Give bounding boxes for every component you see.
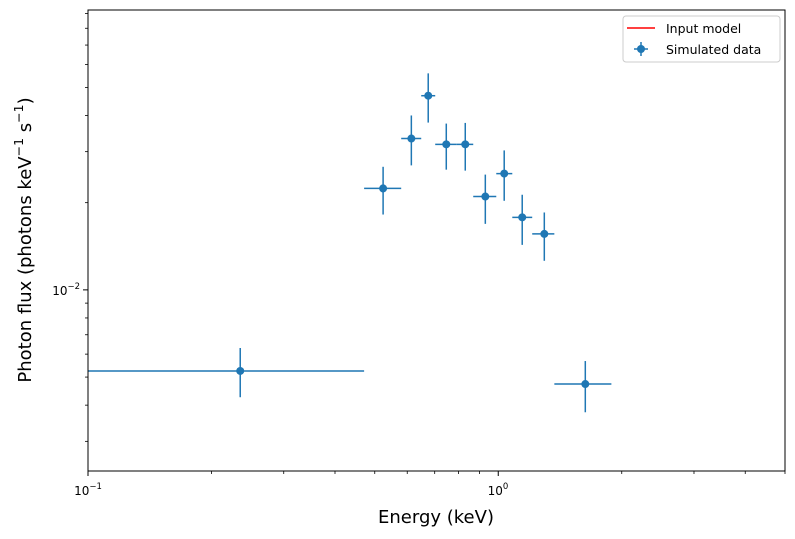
data-point-7	[496, 150, 513, 201]
data-layer	[88, 73, 612, 413]
data-marker	[540, 229, 549, 238]
data-point-3	[421, 73, 436, 123]
y-axis-label: Photon flux (photons keV−1 s−1)	[11, 97, 36, 382]
data-point-4	[435, 123, 457, 170]
y-tick-label-0: 10−2	[52, 282, 80, 298]
data-marker	[442, 140, 451, 149]
data-marker	[581, 380, 590, 389]
legend-label-simulated-data: Simulated data	[666, 42, 761, 57]
x-axis-label: Energy (keV)	[378, 507, 494, 528]
data-marker	[518, 213, 527, 222]
data-point-5	[456, 122, 474, 171]
data-point-0	[88, 348, 365, 398]
plot-area	[88, 10, 785, 471]
plot-frame	[87, 9, 786, 472]
data-marker	[407, 134, 416, 143]
data-marker	[461, 140, 470, 149]
legend-swatch-simulated-data	[634, 42, 648, 56]
data-point-8	[512, 194, 533, 245]
data-point-9	[532, 212, 555, 261]
data-point-1	[364, 166, 402, 215]
data-marker	[500, 169, 509, 178]
data-point-2	[401, 115, 422, 166]
data-marker	[379, 184, 388, 193]
legend-label-input-model: Input model	[666, 21, 741, 36]
major-ticks	[83, 289, 499, 476]
data-marker	[424, 91, 433, 100]
data-marker	[236, 366, 245, 375]
x-tick-label-1: 100	[488, 482, 509, 498]
data-point-10	[554, 361, 612, 413]
x-tick-label-0: 10−1	[74, 482, 102, 498]
legend-box	[622, 15, 781, 63]
data-marker	[481, 192, 490, 201]
data-point-6	[473, 174, 497, 224]
legend: Input model Simulated data	[622, 15, 781, 63]
